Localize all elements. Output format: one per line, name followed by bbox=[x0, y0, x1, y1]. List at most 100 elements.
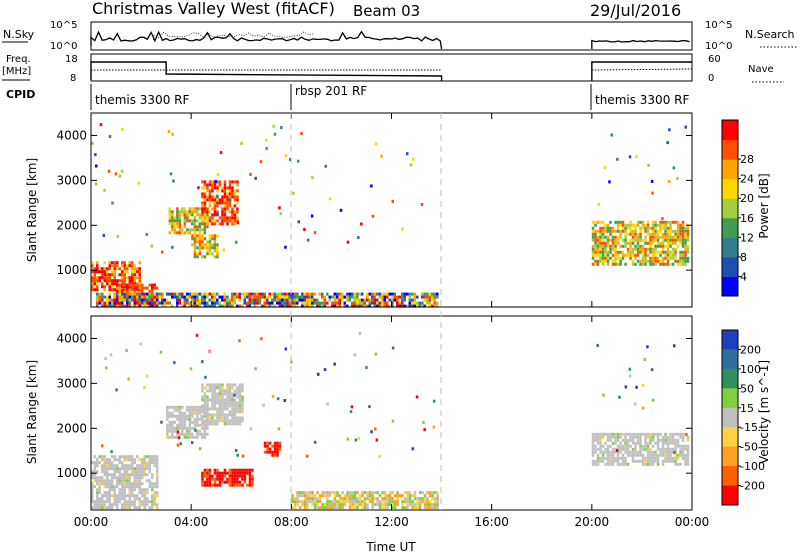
scatter-cell bbox=[265, 146, 268, 150]
data-cell bbox=[616, 459, 620, 463]
data-cell bbox=[358, 292, 361, 296]
data-cell bbox=[228, 189, 232, 193]
data-cell bbox=[103, 470, 106, 474]
data-cell bbox=[363, 491, 367, 495]
data-cell bbox=[198, 240, 202, 244]
data-cell bbox=[201, 435, 204, 439]
data-cell bbox=[213, 222, 217, 226]
data-cell bbox=[661, 235, 665, 239]
data-cell bbox=[211, 474, 214, 478]
data-cell bbox=[236, 216, 239, 220]
data-cell bbox=[143, 473, 146, 477]
data-cell bbox=[266, 301, 269, 305]
scatter-cell bbox=[219, 151, 223, 155]
data-cell bbox=[636, 250, 640, 254]
data-cell bbox=[383, 298, 386, 302]
data-cell bbox=[138, 261, 141, 265]
data-cell bbox=[238, 398, 242, 402]
data-cell bbox=[203, 180, 207, 184]
data-cell bbox=[263, 444, 267, 448]
data-cell bbox=[178, 210, 182, 214]
scatter-cell bbox=[284, 154, 288, 157]
data-cell bbox=[594, 438, 597, 442]
data-cell bbox=[98, 479, 101, 483]
data-cell bbox=[96, 295, 99, 299]
data-cell bbox=[203, 183, 207, 187]
data-cell bbox=[106, 470, 109, 474]
data-cell bbox=[346, 292, 349, 296]
data-cell bbox=[193, 298, 196, 302]
data-cell bbox=[181, 405, 184, 409]
data-cell bbox=[674, 462, 677, 466]
data-cell bbox=[631, 441, 635, 445]
scatter-cell bbox=[176, 443, 180, 447]
data-cell bbox=[641, 247, 645, 251]
data-cell bbox=[599, 235, 602, 239]
data-cell bbox=[201, 395, 204, 399]
data-cell bbox=[106, 494, 109, 498]
data-cell bbox=[206, 295, 209, 299]
data-cell bbox=[233, 413, 237, 417]
data-cell bbox=[138, 467, 141, 471]
data-cell bbox=[323, 298, 326, 302]
data-cell bbox=[128, 264, 131, 268]
data-cell bbox=[211, 295, 214, 299]
data-cell bbox=[231, 386, 234, 390]
data-cell bbox=[171, 426, 174, 430]
data-cell bbox=[629, 250, 632, 254]
data-cell bbox=[401, 298, 404, 302]
data-cell bbox=[208, 240, 212, 244]
data-cell bbox=[236, 468, 239, 472]
data-cell bbox=[233, 295, 236, 299]
data-cell bbox=[156, 476, 159, 480]
data-cell bbox=[208, 474, 212, 478]
scatter-cell bbox=[116, 234, 120, 238]
data-cell bbox=[421, 301, 424, 305]
data-cell bbox=[639, 262, 642, 266]
data-cell bbox=[656, 459, 660, 463]
data-cell bbox=[644, 250, 647, 254]
data-cell bbox=[223, 192, 227, 196]
data-cell bbox=[353, 298, 356, 302]
data-cell bbox=[201, 243, 204, 247]
scatter-cell bbox=[280, 126, 283, 130]
data-cell bbox=[671, 220, 675, 224]
freq-panel-frame bbox=[90, 53, 693, 82]
data-cell bbox=[136, 301, 139, 305]
data-cell bbox=[131, 470, 134, 474]
data-cell bbox=[624, 244, 627, 248]
data-cell bbox=[649, 462, 652, 466]
data-cell bbox=[639, 444, 642, 448]
data-cell bbox=[206, 301, 209, 305]
data-cell bbox=[201, 301, 204, 305]
data-cell bbox=[418, 491, 422, 495]
data-cell bbox=[413, 497, 417, 501]
data-cell bbox=[228, 483, 232, 487]
data-cell bbox=[206, 249, 209, 253]
data-cell bbox=[113, 500, 116, 504]
data-cell bbox=[313, 503, 317, 507]
data-cell bbox=[176, 225, 179, 229]
scatter-cell bbox=[289, 157, 292, 161]
data-cell bbox=[646, 435, 650, 439]
data-cell bbox=[193, 292, 196, 296]
data-cell bbox=[273, 444, 277, 448]
scatter-cell bbox=[94, 182, 98, 186]
data-cell bbox=[386, 497, 389, 501]
data-cell bbox=[121, 476, 124, 480]
data-cell bbox=[644, 441, 647, 445]
data-cell bbox=[143, 461, 146, 465]
data-cell bbox=[201, 404, 204, 408]
data-cell bbox=[649, 441, 652, 445]
data-cell bbox=[201, 255, 204, 259]
data-cell bbox=[241, 304, 244, 308]
scatter-cell bbox=[222, 248, 225, 252]
data-cell bbox=[133, 295, 136, 299]
data-cell bbox=[223, 298, 226, 302]
data-cell bbox=[591, 238, 595, 242]
data-cell bbox=[671, 450, 675, 454]
data-cell bbox=[166, 435, 169, 439]
data-cell bbox=[676, 229, 680, 233]
data-cell bbox=[418, 497, 422, 501]
